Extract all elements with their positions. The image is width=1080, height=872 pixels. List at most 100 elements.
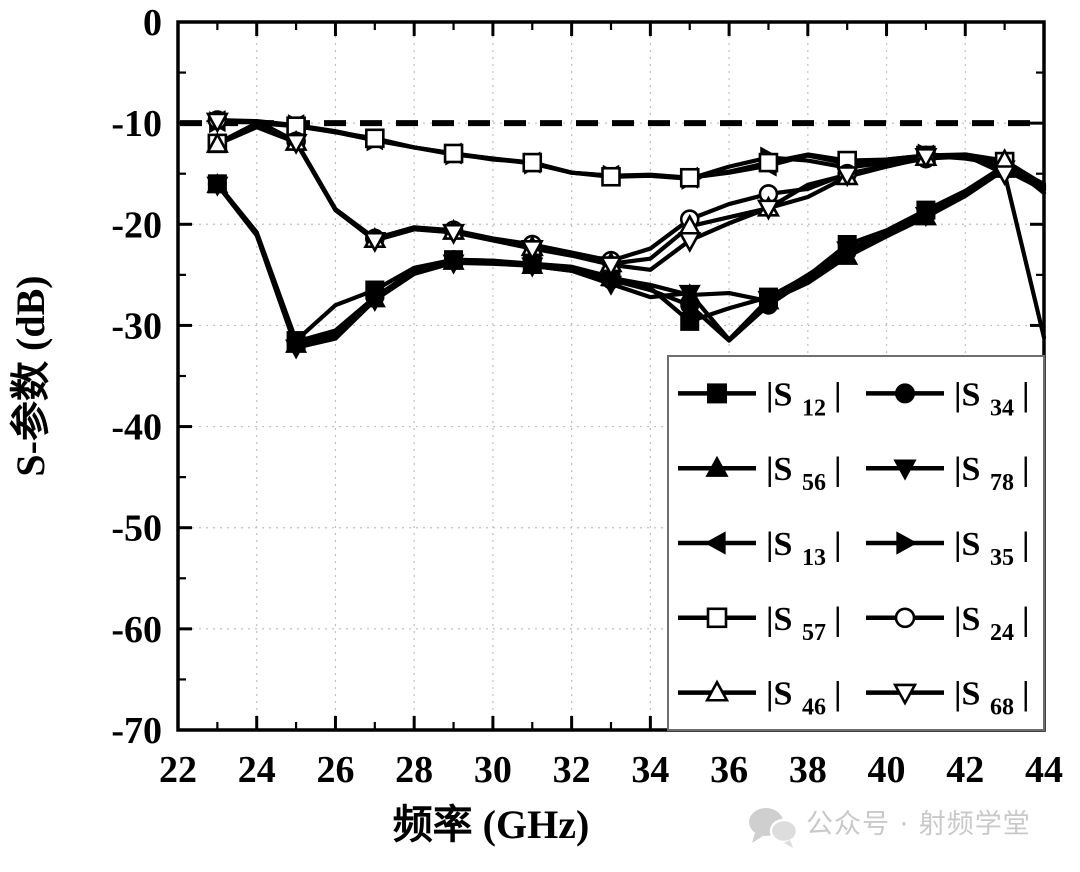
y-axis-tick-labels: 0 -10 -20 -30 -40 -50 -60 -70 (111, 2, 162, 752)
marker-triangle-down-open (363, 231, 387, 253)
y-axis-title: S-参数 (dB) (8, 275, 53, 476)
marker-triangle-down-open (835, 166, 859, 188)
x-tick-label: 36 (710, 749, 748, 791)
x-tick-label: 44 (1025, 749, 1063, 791)
marker-triangle-right-filled (896, 531, 918, 555)
legend-label-subscript: 24 (990, 620, 1014, 646)
legend-label-base: |S (954, 376, 980, 413)
marker-square-open (706, 607, 728, 629)
legend-label-subscript: 35 (990, 545, 1014, 571)
marker-circle-open (894, 607, 916, 629)
x-tick-label: 34 (631, 749, 669, 791)
series-line-s24 (215, 118, 1047, 263)
legend-label-subscript: 68 (990, 695, 1014, 721)
marker-triangle-down-filled (363, 291, 386, 312)
axis-titles: 频率 (GHz) S-参数 (dB) (8, 275, 589, 847)
y-tick-label: -30 (111, 305, 162, 347)
marker-triangle-left-filled (704, 531, 726, 555)
legend-label-bar: | (1022, 376, 1030, 413)
x-tick-label: 26 (316, 749, 354, 791)
marker-square-filled (707, 383, 727, 404)
legend-entry[interactable]: |S 78 | (954, 451, 1030, 496)
marker-triangle-down-open (756, 199, 781, 221)
marker-triangle-down-open (678, 231, 702, 253)
wechat-icon-tail (752, 833, 763, 843)
legend-entry[interactable]: |S 46 | (766, 676, 842, 721)
marker-square-filled (680, 311, 700, 331)
marker-triangle-down-filled (285, 339, 308, 360)
y-tick-label: 0 (143, 2, 162, 44)
marker-triangle-down-open (284, 133, 308, 155)
legend-entry[interactable]: |S 56 | (766, 451, 842, 496)
marker-square-open (758, 152, 779, 173)
marker-triangle-down-open (914, 147, 938, 169)
marker-square-open (601, 166, 621, 187)
legend-label-bar: | (1022, 601, 1030, 638)
marker-triangle-down-filled (442, 254, 465, 275)
legend-label-base: |S (954, 451, 980, 488)
series-line-s68 (215, 119, 1047, 340)
marker-square-open (679, 167, 700, 188)
legend-label-base: |S (954, 676, 980, 713)
x-tick-label: 24 (238, 749, 276, 791)
wechat-icon-bubble-tail (784, 840, 793, 848)
x-tick-label: 38 (789, 749, 827, 791)
y-tick-label: -20 (111, 204, 162, 246)
legend-label-bar: | (834, 601, 842, 638)
watermark-group (749, 808, 799, 848)
legend-entry[interactable]: |S 24 | (954, 601, 1030, 646)
marker-triangle-down-open (520, 240, 544, 262)
x-axis-title: 频率 (GHz) (393, 802, 590, 847)
wechat-icon-bubble (769, 818, 799, 844)
x-tick-label: 22 (159, 749, 197, 791)
marker-triangle-down-filled (893, 459, 917, 481)
x-tick-label: 32 (553, 749, 591, 791)
legend-label-base: |S (954, 601, 980, 638)
data-series-layer (215, 118, 1047, 350)
x-tick-label: 28 (395, 749, 433, 791)
series-line-s56 (215, 167, 1047, 347)
legend-label-subscript: 56 (802, 470, 826, 496)
marker-square-open (443, 143, 464, 164)
legend-entry[interactable]: |S 68 | (954, 676, 1030, 721)
watermark: 公众号 · 射频学堂 (749, 808, 1031, 848)
legend-label-subscript: 78 (990, 470, 1014, 496)
legend-label-bar: | (834, 376, 842, 413)
legend-entry[interactable]: |S 34 | (954, 376, 1030, 421)
marker-triangle-up-open (205, 131, 229, 153)
legend-label-bar: | (1022, 526, 1030, 563)
x-axis-tick-labels: 22 24 26 28 30 32 34 36 38 40 42 44 (159, 749, 1063, 791)
marker-triangle-down-open (205, 112, 229, 134)
y-tick-label: -10 (111, 103, 162, 145)
watermark-text: 公众号 · 射频学堂 (806, 809, 1031, 840)
marker-triangle-down-filled (206, 176, 229, 197)
legend-label-bar: | (834, 676, 842, 713)
legend-entry[interactable]: |S 35 | (954, 526, 1030, 571)
legend-label-base: |S (766, 676, 792, 713)
legend-label-base: |S (766, 526, 792, 563)
legend-entry[interactable]: |S 13 | (766, 526, 842, 571)
x-tick-label: 42 (946, 749, 984, 791)
legend-label-bar: | (1022, 676, 1030, 713)
legend-label-subscript: 13 (802, 545, 826, 571)
marker-triangle-down-open (993, 165, 1017, 187)
marker-triangle-down-open (441, 223, 466, 245)
marker-triangle-down-open (892, 683, 918, 706)
series-line-s78 (215, 166, 1047, 350)
legend-entry[interactable]: |S 12 | (766, 376, 842, 421)
legend-label-subscript: 57 (802, 620, 826, 646)
chart-legend: |S 12 | |S 34 ||S 56 | |S 78 ||S 13 | |S 35 ||S 57 | |S 24 |… (667, 355, 1045, 731)
legend-entry[interactable]: |S 57 | (766, 601, 842, 646)
data-markers-layer (205, 110, 1017, 360)
marker-triangle-down-filled (678, 284, 701, 305)
legend-label-bar: | (1022, 451, 1030, 488)
marker-square-open (522, 152, 543, 173)
legend-label-bar: | (834, 451, 842, 488)
legend-label-subscript: 12 (802, 395, 826, 421)
marker-triangle-up-filled (705, 455, 729, 477)
marker-triangle-down-filled (757, 290, 780, 311)
marker-triangle-down-filled (914, 206, 937, 228)
legend-label-base: |S (766, 376, 792, 413)
legend-label-bar: | (834, 526, 842, 563)
